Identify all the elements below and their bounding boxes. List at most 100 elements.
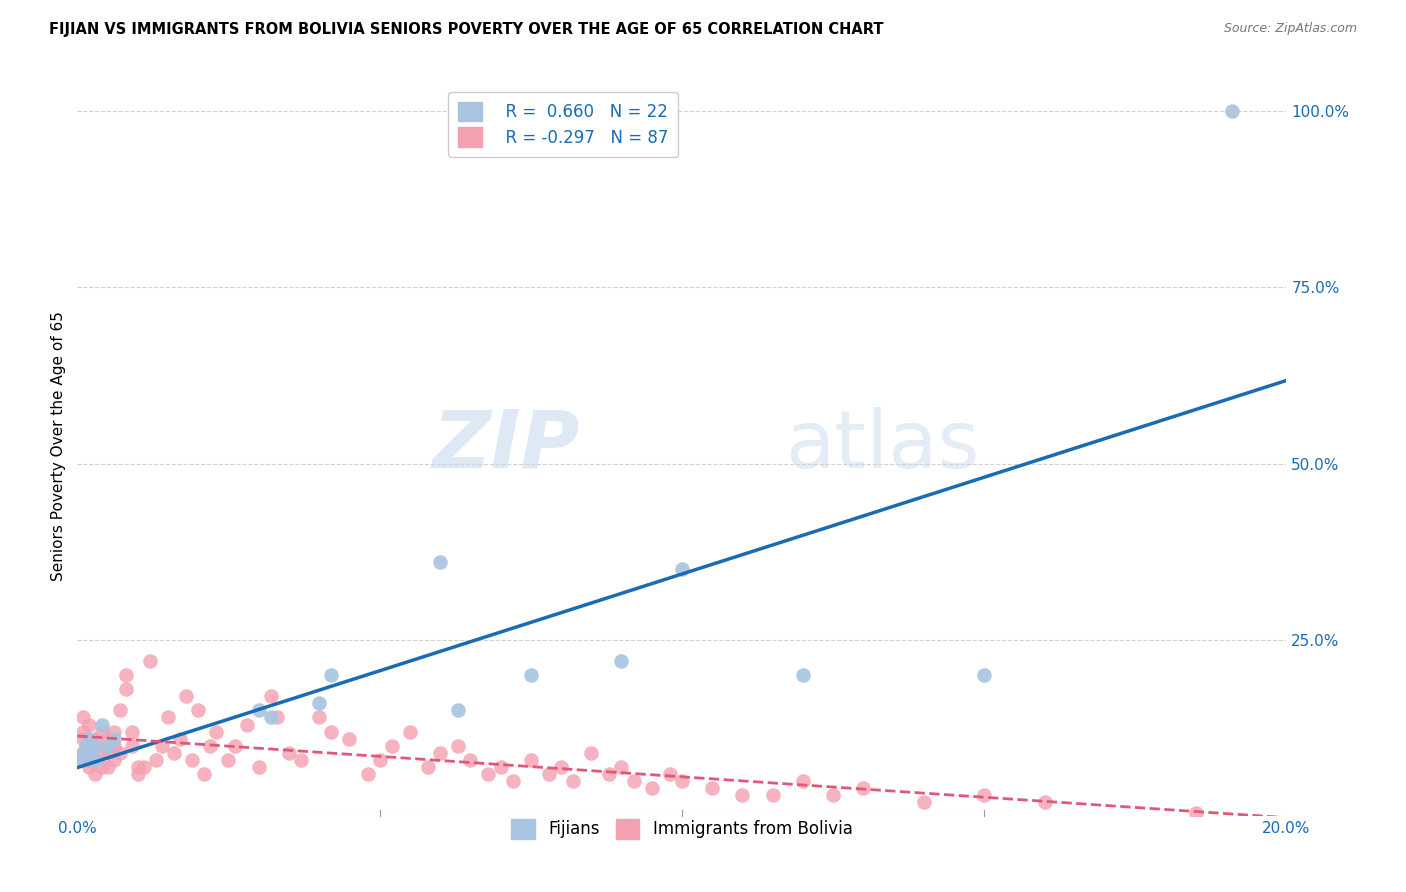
Point: [247, 760, 270, 774]
Point: [1184, 805, 1206, 820]
Point: [266, 710, 288, 724]
Point: [79, 746, 101, 760]
Point: [84, 753, 107, 767]
Point: [79, 746, 101, 760]
Point: [356, 767, 378, 781]
Point: [79, 753, 101, 767]
Point: [520, 753, 543, 767]
Text: FIJIAN VS IMMIGRANTS FROM BOLIVIA SENIORS POVERTY OVER THE AGE OF 65 CORRELATION: FIJIAN VS IMMIGRANTS FROM BOLIVIA SENIOR…: [49, 22, 884, 37]
Point: [368, 753, 391, 767]
Point: [671, 562, 693, 576]
Point: [416, 760, 439, 774]
Point: [79, 731, 101, 746]
Point: [321, 668, 343, 682]
Point: [598, 767, 620, 781]
Point: [702, 780, 724, 795]
Point: [72, 724, 94, 739]
Y-axis label: Seniors Poverty Over the Age of 65: Seniors Poverty Over the Age of 65: [51, 311, 66, 581]
Point: [72, 746, 94, 760]
Point: [90, 724, 112, 739]
Point: [458, 753, 481, 767]
Point: [337, 731, 360, 746]
Point: [399, 724, 422, 739]
Point: [447, 739, 470, 753]
Point: [308, 697, 330, 711]
Point: [90, 760, 112, 774]
Point: [127, 767, 149, 781]
Point: [321, 724, 343, 739]
Point: [1220, 104, 1243, 119]
Point: [84, 739, 107, 753]
Point: [70, 753, 93, 767]
Point: [218, 753, 240, 767]
Point: [447, 703, 470, 717]
Point: [181, 753, 204, 767]
Point: [260, 710, 283, 724]
Point: [72, 710, 94, 724]
Point: [550, 760, 572, 774]
Point: [278, 746, 301, 760]
Point: [103, 724, 125, 739]
Point: [224, 739, 246, 753]
Point: [562, 773, 585, 788]
Point: [96, 760, 118, 774]
Point: [96, 746, 118, 760]
Point: [79, 760, 101, 774]
Point: [792, 773, 814, 788]
Point: [150, 739, 173, 753]
Point: [235, 717, 257, 731]
Point: [103, 739, 125, 753]
Point: [792, 668, 814, 682]
Point: [821, 788, 844, 802]
Point: [174, 690, 197, 704]
Point: [169, 731, 191, 746]
Point: [187, 703, 209, 717]
Point: [75, 739, 97, 753]
Point: [193, 767, 215, 781]
Point: [429, 555, 451, 569]
Point: [103, 753, 125, 767]
Point: [108, 703, 131, 717]
Point: [72, 746, 94, 760]
Point: [132, 760, 155, 774]
Point: [96, 731, 118, 746]
Point: [852, 780, 875, 795]
Text: Source: ZipAtlas.com: Source: ZipAtlas.com: [1223, 22, 1357, 36]
Point: [429, 746, 451, 760]
Point: [84, 731, 107, 746]
Point: [90, 746, 112, 760]
Point: [658, 767, 681, 781]
Point: [290, 753, 312, 767]
Point: [912, 795, 935, 809]
Point: [121, 724, 143, 739]
Point: [623, 773, 645, 788]
Point: [581, 746, 603, 760]
Point: [610, 760, 633, 774]
Point: [84, 753, 107, 767]
Point: [477, 767, 499, 781]
Point: [641, 780, 664, 795]
Point: [139, 654, 162, 668]
Point: [103, 731, 125, 746]
Point: [108, 746, 131, 760]
Point: [260, 690, 283, 704]
Point: [114, 682, 136, 697]
Point: [72, 731, 94, 746]
Point: [84, 739, 107, 753]
Point: [762, 788, 785, 802]
Point: [163, 746, 186, 760]
Point: [121, 739, 143, 753]
Text: atlas: atlas: [785, 407, 979, 485]
Point: [731, 788, 754, 802]
Point: [308, 710, 330, 724]
Point: [1033, 795, 1056, 809]
Text: ZIP: ZIP: [432, 407, 579, 485]
Point: [114, 668, 136, 682]
Point: [90, 717, 112, 731]
Point: [502, 773, 524, 788]
Legend: Fijians, Immigrants from Bolivia: Fijians, Immigrants from Bolivia: [501, 809, 863, 848]
Point: [489, 760, 512, 774]
Point: [247, 703, 270, 717]
Point: [205, 724, 228, 739]
Point: [973, 788, 995, 802]
